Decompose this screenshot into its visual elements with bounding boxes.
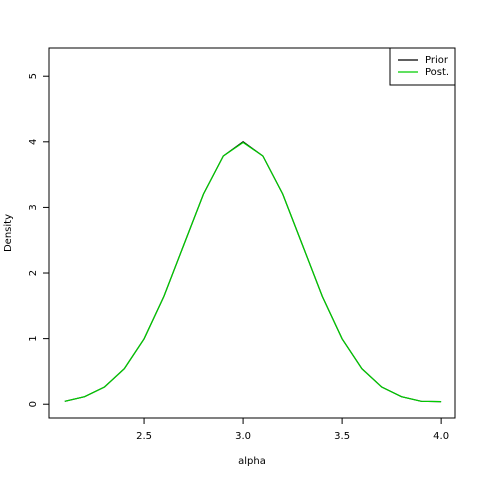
series-line <box>64 141 442 403</box>
x-tick-label: 3.5 <box>334 431 350 442</box>
y-axis-label: Density <box>3 214 14 252</box>
plot-frame <box>48 47 456 419</box>
y-tick-label: 2 <box>28 270 39 276</box>
x-tick-label: 2.5 <box>136 431 152 442</box>
y-tick-label: 1 <box>28 335 39 341</box>
series-line <box>64 141 442 403</box>
x-tick-label: 4.0 <box>433 431 449 442</box>
y-tick-label: 3 <box>28 204 39 210</box>
y-tick-label: 4 <box>28 139 39 145</box>
y-tick-label: 0 <box>28 401 39 407</box>
legend-label: Post. <box>425 67 449 78</box>
legend-label: Prior <box>425 55 449 66</box>
x-tick-label: 3.0 <box>235 431 251 442</box>
y-tick-label: 5 <box>28 73 39 79</box>
x-axis-label: alpha <box>238 456 266 467</box>
legend-box <box>389 47 456 86</box>
